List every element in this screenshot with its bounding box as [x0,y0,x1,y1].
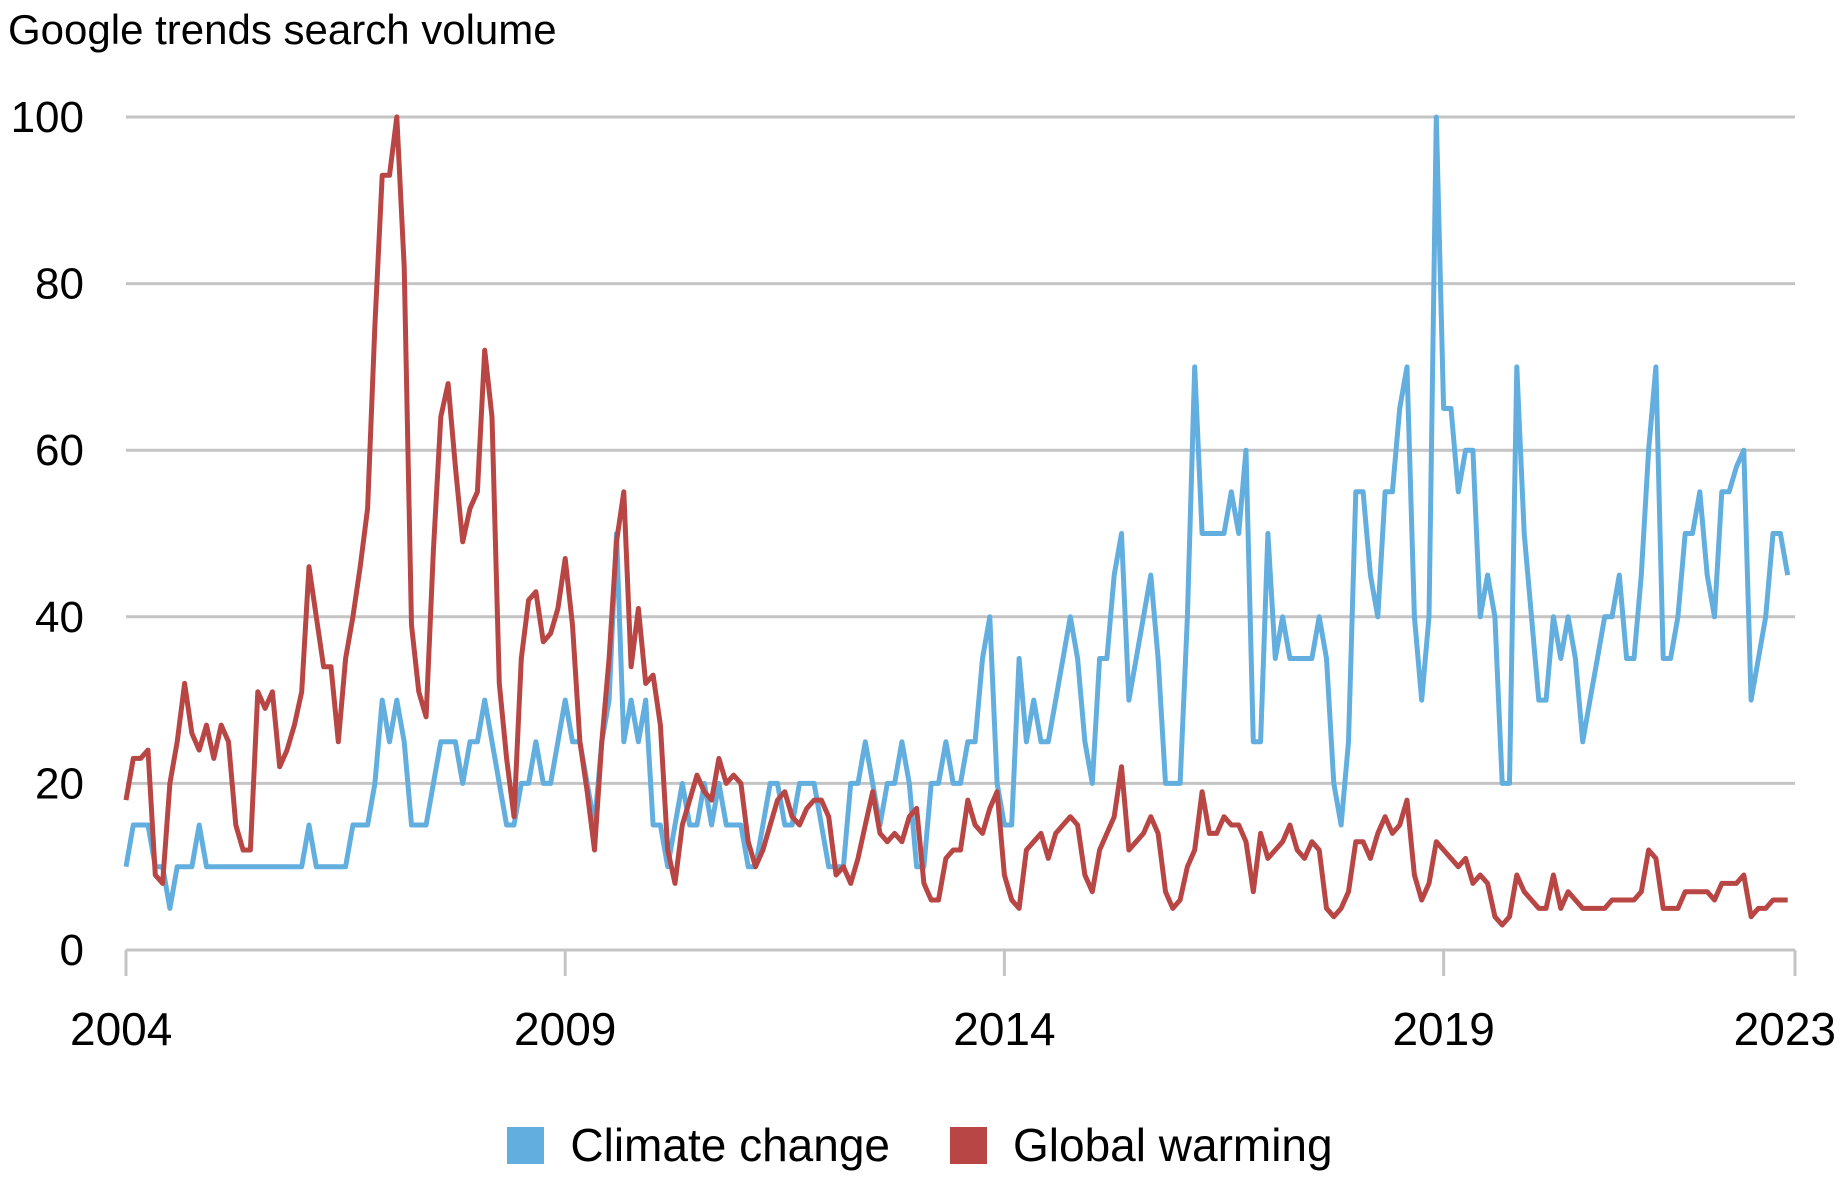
legend-swatch-climate-change [507,1126,545,1164]
gridlines [126,115,1795,952]
line-chart: 0 20 40 60 80 100 2004 2009 2014 2019 2023 [11,93,1836,1055]
y-tick-label: 20 [35,759,84,808]
y-tick-label: 40 [35,593,84,642]
legend-item-global-warming: Global warming [950,1118,1333,1172]
series-lines [123,114,1791,928]
y-tick-label: 0 [60,926,84,975]
y-axis-ticks: 0 20 40 60 80 100 [11,93,84,975]
legend-item-climate-change: Climate change [507,1118,890,1172]
x-tick-label: 2023 [1734,1003,1836,1055]
x-tick-label: 2004 [70,1003,172,1055]
chart-title: Google trends search volume [8,6,557,53]
x-axis-ticks: 2004 2009 2014 2019 2023 [70,950,1836,1055]
x-tick-label: 2019 [1392,1003,1494,1055]
x-tick-label: 2014 [953,1003,1055,1055]
legend: Climate change Global warming [0,1118,1840,1172]
y-tick-label: 60 [35,426,84,475]
y-tick-label: 100 [11,93,84,142]
legend-label-climate-change: Climate change [570,1119,891,1171]
legend-swatch-global-warming [950,1126,988,1164]
legend-label-global-warming: Global warming [1013,1119,1333,1171]
x-tick-label: 2009 [514,1003,616,1055]
y-tick-label: 80 [35,260,84,309]
series-line-global-warming [123,114,1788,928]
series-line-climate-change [123,114,1791,911]
